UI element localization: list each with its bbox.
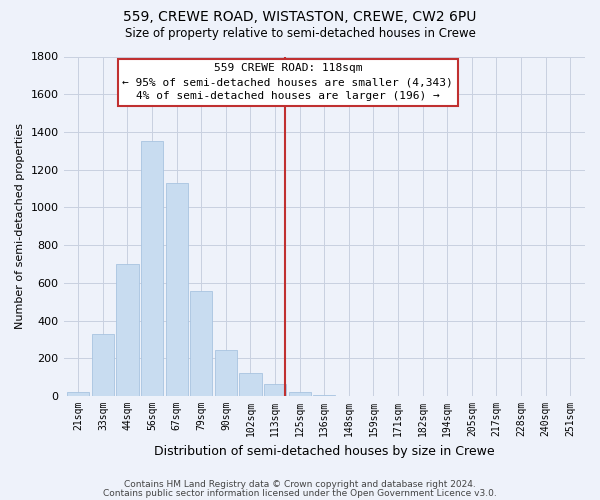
Bar — [67, 392, 89, 396]
Bar — [239, 374, 262, 396]
Bar — [141, 142, 163, 396]
Text: Contains public sector information licensed under the Open Government Licence v3: Contains public sector information licen… — [103, 488, 497, 498]
X-axis label: Distribution of semi-detached houses by size in Crewe: Distribution of semi-detached houses by … — [154, 444, 494, 458]
Bar — [116, 264, 139, 396]
Bar — [92, 334, 114, 396]
Text: 559 CREWE ROAD: 118sqm
← 95% of semi-detached houses are smaller (4,343)
4% of s: 559 CREWE ROAD: 118sqm ← 95% of semi-det… — [122, 64, 453, 102]
Bar — [264, 384, 286, 396]
Bar — [289, 392, 311, 396]
Text: Size of property relative to semi-detached houses in Crewe: Size of property relative to semi-detach… — [125, 28, 475, 40]
Bar — [190, 292, 212, 396]
Bar — [313, 395, 335, 396]
Text: Contains HM Land Registry data © Crown copyright and database right 2024.: Contains HM Land Registry data © Crown c… — [124, 480, 476, 489]
Text: 559, CREWE ROAD, WISTASTON, CREWE, CW2 6PU: 559, CREWE ROAD, WISTASTON, CREWE, CW2 6… — [124, 10, 476, 24]
Y-axis label: Number of semi-detached properties: Number of semi-detached properties — [15, 124, 25, 330]
Bar — [166, 183, 188, 396]
Bar — [215, 350, 237, 396]
